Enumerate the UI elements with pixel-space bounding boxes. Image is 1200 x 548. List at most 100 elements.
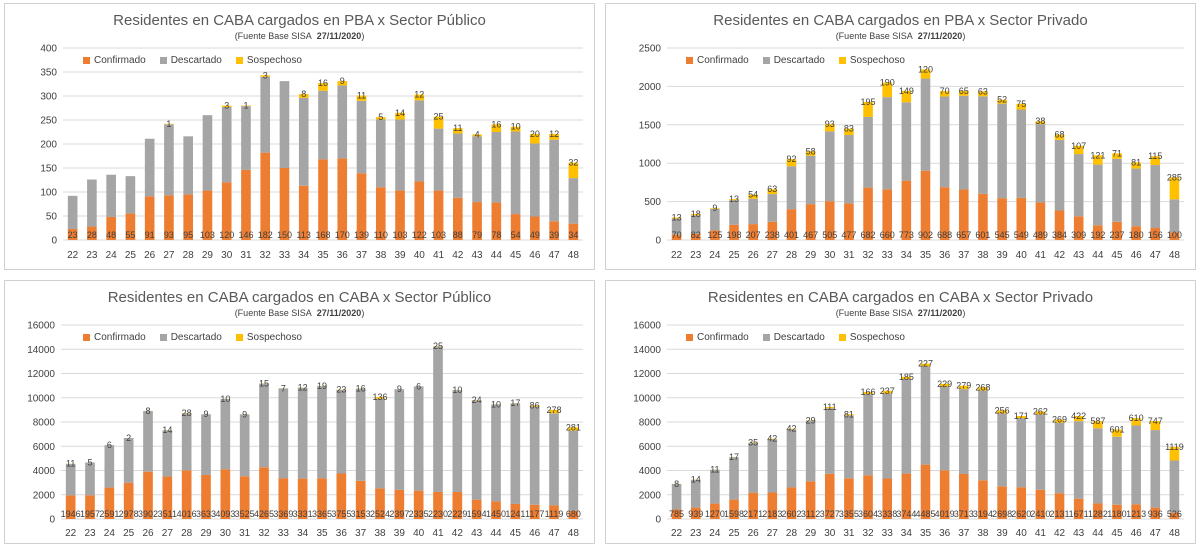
bar-descartado — [805, 155, 816, 205]
data-label-confirmado: 39 — [549, 230, 559, 240]
data-label-confirmado: 3365 — [312, 509, 332, 519]
data-label-sospechoso: 121 — [1090, 150, 1105, 160]
bar-sospechoso — [671, 217, 682, 219]
data-label-confirmado: 113 — [297, 230, 311, 240]
bar-descartado — [939, 96, 950, 188]
data-label-confirmado: 936 — [1148, 509, 1163, 519]
bar-descartado — [202, 115, 213, 191]
y-tick-label: 14000 — [633, 345, 661, 356]
data-label-confirmado: 237 — [1109, 230, 1124, 240]
y-tick-label: 200 — [40, 140, 57, 151]
y-tick-label: 0 — [655, 515, 661, 526]
bar-confirmado — [1035, 489, 1046, 519]
data-label-sospechoso: 281 — [566, 422, 581, 432]
bar-descartado — [1073, 421, 1084, 499]
data-label-sospechoso: 285 — [1167, 172, 1182, 182]
bar-descartado — [433, 346, 443, 492]
bar-sospechoso — [1093, 155, 1103, 165]
bar-confirmado — [939, 470, 950, 519]
data-label-confirmado: 688 — [937, 230, 952, 240]
x-tick-label: 33 — [279, 250, 291, 261]
bar-descartado — [87, 179, 97, 227]
data-label-confirmado: 3511 — [158, 509, 177, 519]
data-label-sospechoso: 16 — [491, 119, 501, 129]
data-label-sospechoso: 3 — [263, 70, 268, 80]
bar-confirmado — [1016, 197, 1027, 240]
chart-subtitle: (Fuente Base SISA 27/11/2020) — [835, 308, 966, 318]
data-label-confirmado: 103 — [200, 230, 215, 240]
data-label-confirmado: 3633 — [196, 509, 216, 519]
bar-sospechoso — [729, 199, 739, 201]
data-label-confirmado: 3727 — [820, 509, 840, 519]
bar-sospechoso — [260, 75, 271, 77]
bar-sospechoso — [863, 101, 873, 117]
data-label-confirmado: 2229 — [447, 509, 467, 519]
bar-confirmado — [1150, 228, 1161, 240]
bar-descartado — [510, 131, 521, 215]
bar-confirmado — [748, 492, 758, 519]
y-tick-label: 100 — [40, 188, 57, 199]
bar-confirmado — [805, 481, 816, 519]
data-label-confirmado: 3369 — [273, 509, 293, 519]
x-tick-label: 27 — [767, 250, 779, 261]
bar-confirmado — [317, 478, 327, 519]
x-tick-label: 32 — [862, 250, 874, 261]
x-tick-label: 38 — [374, 528, 386, 539]
data-label-sospechoso: 23 — [336, 385, 346, 395]
data-label-confirmado: 4093 — [215, 509, 235, 519]
bar-confirmado — [259, 467, 269, 519]
bar-sospechoso — [920, 69, 931, 79]
bar-confirmado — [1112, 221, 1122, 240]
x-tick-label: 47 — [548, 528, 560, 539]
y-tick-label: 12000 — [27, 369, 55, 380]
data-label-sospechoso: 195 — [861, 97, 876, 107]
data-label-confirmado: 1180 — [1107, 509, 1126, 519]
legend-item-confirmado: Confirmado — [83, 55, 146, 66]
bar-confirmado — [394, 489, 405, 519]
data-label-confirmado: 1119 — [545, 509, 564, 519]
bar-descartado — [510, 403, 521, 504]
bar-descartado — [690, 479, 701, 508]
data-label-sospechoso: 4 — [475, 129, 480, 139]
data-label-sospechoso: 10 — [220, 394, 230, 404]
bar-descartado — [297, 387, 308, 479]
data-label-sospechoso: 278 — [546, 405, 561, 415]
data-label-confirmado: 1598 — [724, 509, 744, 519]
data-label-confirmado: 785 — [669, 509, 684, 519]
bar-confirmado — [959, 473, 969, 519]
data-label-confirmado: 2620 — [1011, 509, 1031, 519]
bar-descartado — [1016, 418, 1027, 488]
legend-item-descartado: Descartado — [159, 55, 222, 66]
data-label-sospechoso: 75 — [1016, 99, 1026, 109]
bar-sospechoso — [939, 383, 950, 387]
y-tick-label: 0 — [49, 515, 55, 526]
data-label-sospechoso: 32 — [568, 158, 578, 168]
data-label-confirmado: 939 — [688, 509, 703, 519]
x-tick-label: 39 — [394, 250, 406, 261]
bar-sospechoso — [920, 363, 931, 367]
data-label-confirmado: 384 — [1052, 230, 1067, 240]
data-label-confirmado: 78 — [491, 230, 501, 240]
data-label-confirmado: 55 — [125, 230, 135, 240]
x-tick-label: 35 — [920, 528, 932, 539]
x-tick-label: 44 — [491, 250, 503, 261]
data-label-confirmado: 180 — [1129, 230, 1144, 240]
data-label-confirmado: 88 — [453, 230, 463, 240]
bar-confirmado — [748, 224, 758, 240]
data-label-confirmado: 120 — [219, 230, 234, 240]
bar-confirmado — [671, 509, 682, 519]
chart-subtitle: (Fuente Base SISA 27/11/2020) — [234, 31, 365, 41]
bar-descartado — [767, 439, 778, 493]
x-tick-label: 41 — [1035, 528, 1047, 539]
data-label-sospechoso: 5 — [87, 457, 92, 467]
bar-sospechoso — [318, 83, 328, 91]
bar-sospechoso — [786, 428, 797, 430]
data-label-confirmado: 91 — [145, 230, 155, 240]
x-tick-label: 27 — [163, 250, 175, 261]
x-tick-label: 26 — [748, 250, 760, 261]
bar-confirmado — [529, 504, 540, 519]
data-label-confirmado: 79 — [472, 230, 482, 240]
data-label-confirmado: 146 — [238, 230, 253, 240]
bar-sospechoso — [1131, 162, 1141, 169]
data-label-sospechoso: 237 — [880, 386, 895, 396]
